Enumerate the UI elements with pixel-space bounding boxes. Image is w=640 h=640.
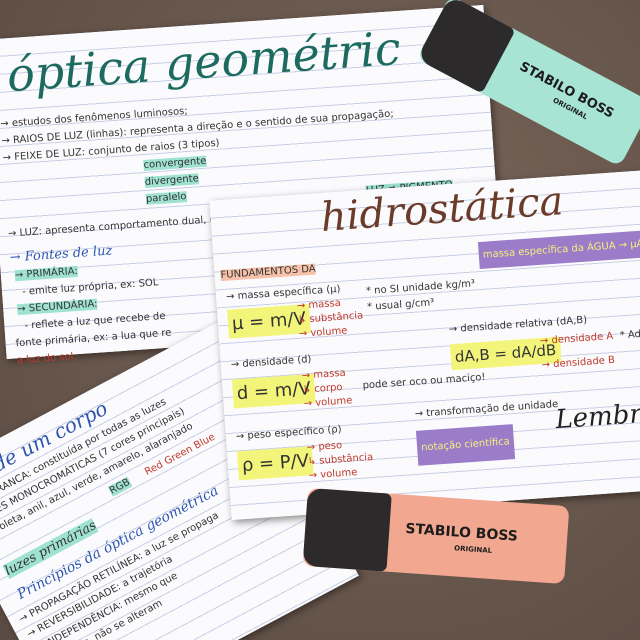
note: ↳ corpo bbox=[302, 381, 343, 396]
note: fonte primária, ex: a lua que re bbox=[15, 327, 172, 350]
note: convergente bbox=[143, 155, 207, 172]
note: → volume bbox=[298, 325, 348, 340]
note: → densidade relativa (dA,B) bbox=[448, 314, 588, 336]
note: * usual g/cm³ bbox=[366, 297, 435, 313]
note: → PRIMÁRIA: bbox=[14, 265, 79, 282]
note: ↳ substância bbox=[307, 451, 374, 468]
note: * no SI unidade kg/m³ bbox=[365, 278, 476, 298]
note: → massa bbox=[296, 297, 342, 312]
formula: ρ = P/V bbox=[236, 446, 314, 481]
brand: STABILO BOSS bbox=[516, 59, 617, 122]
note: a luz do sol. bbox=[16, 351, 77, 367]
note: divergente bbox=[144, 173, 200, 188]
note: → volume bbox=[308, 467, 358, 482]
note: → densidade (d) bbox=[230, 354, 312, 371]
note: pode ser oco ou maciço! bbox=[362, 371, 486, 392]
note: massa específica da ÁGUA → μA = 1g/cm³ bbox=[477, 226, 640, 270]
note: → SECUNDÁRIA: bbox=[16, 298, 98, 316]
note: FUNDAMENTOS DA bbox=[220, 263, 316, 282]
note: → densidade A bbox=[539, 330, 614, 348]
note: Lembr bbox=[554, 399, 640, 436]
note: → REVERSIBILIDADE: a trajetória bbox=[25, 553, 175, 640]
note: RGB bbox=[107, 476, 133, 497]
note: * Adm bbox=[619, 328, 640, 342]
brand: STABILO BOSS bbox=[404, 520, 519, 545]
note: notação científica bbox=[415, 424, 515, 466]
model: ORIGINAL bbox=[453, 544, 493, 555]
note: → peso bbox=[306, 440, 343, 454]
note: → volume bbox=[303, 395, 353, 410]
note: → Fontes de luz bbox=[9, 243, 113, 266]
note: → massa bbox=[301, 367, 347, 382]
note: → transformação de unidade bbox=[414, 398, 559, 420]
note: - emite luz própria, ex: SOL bbox=[21, 277, 159, 298]
note: paralelo bbox=[145, 191, 187, 205]
cap bbox=[302, 487, 392, 572]
note: → peso específico (ρ) bbox=[235, 424, 342, 443]
hydrostatics-card: hidrostática FUNDAMENTOS DA massa especí… bbox=[209, 170, 640, 520]
card-title: óptica geométric bbox=[5, 20, 403, 103]
